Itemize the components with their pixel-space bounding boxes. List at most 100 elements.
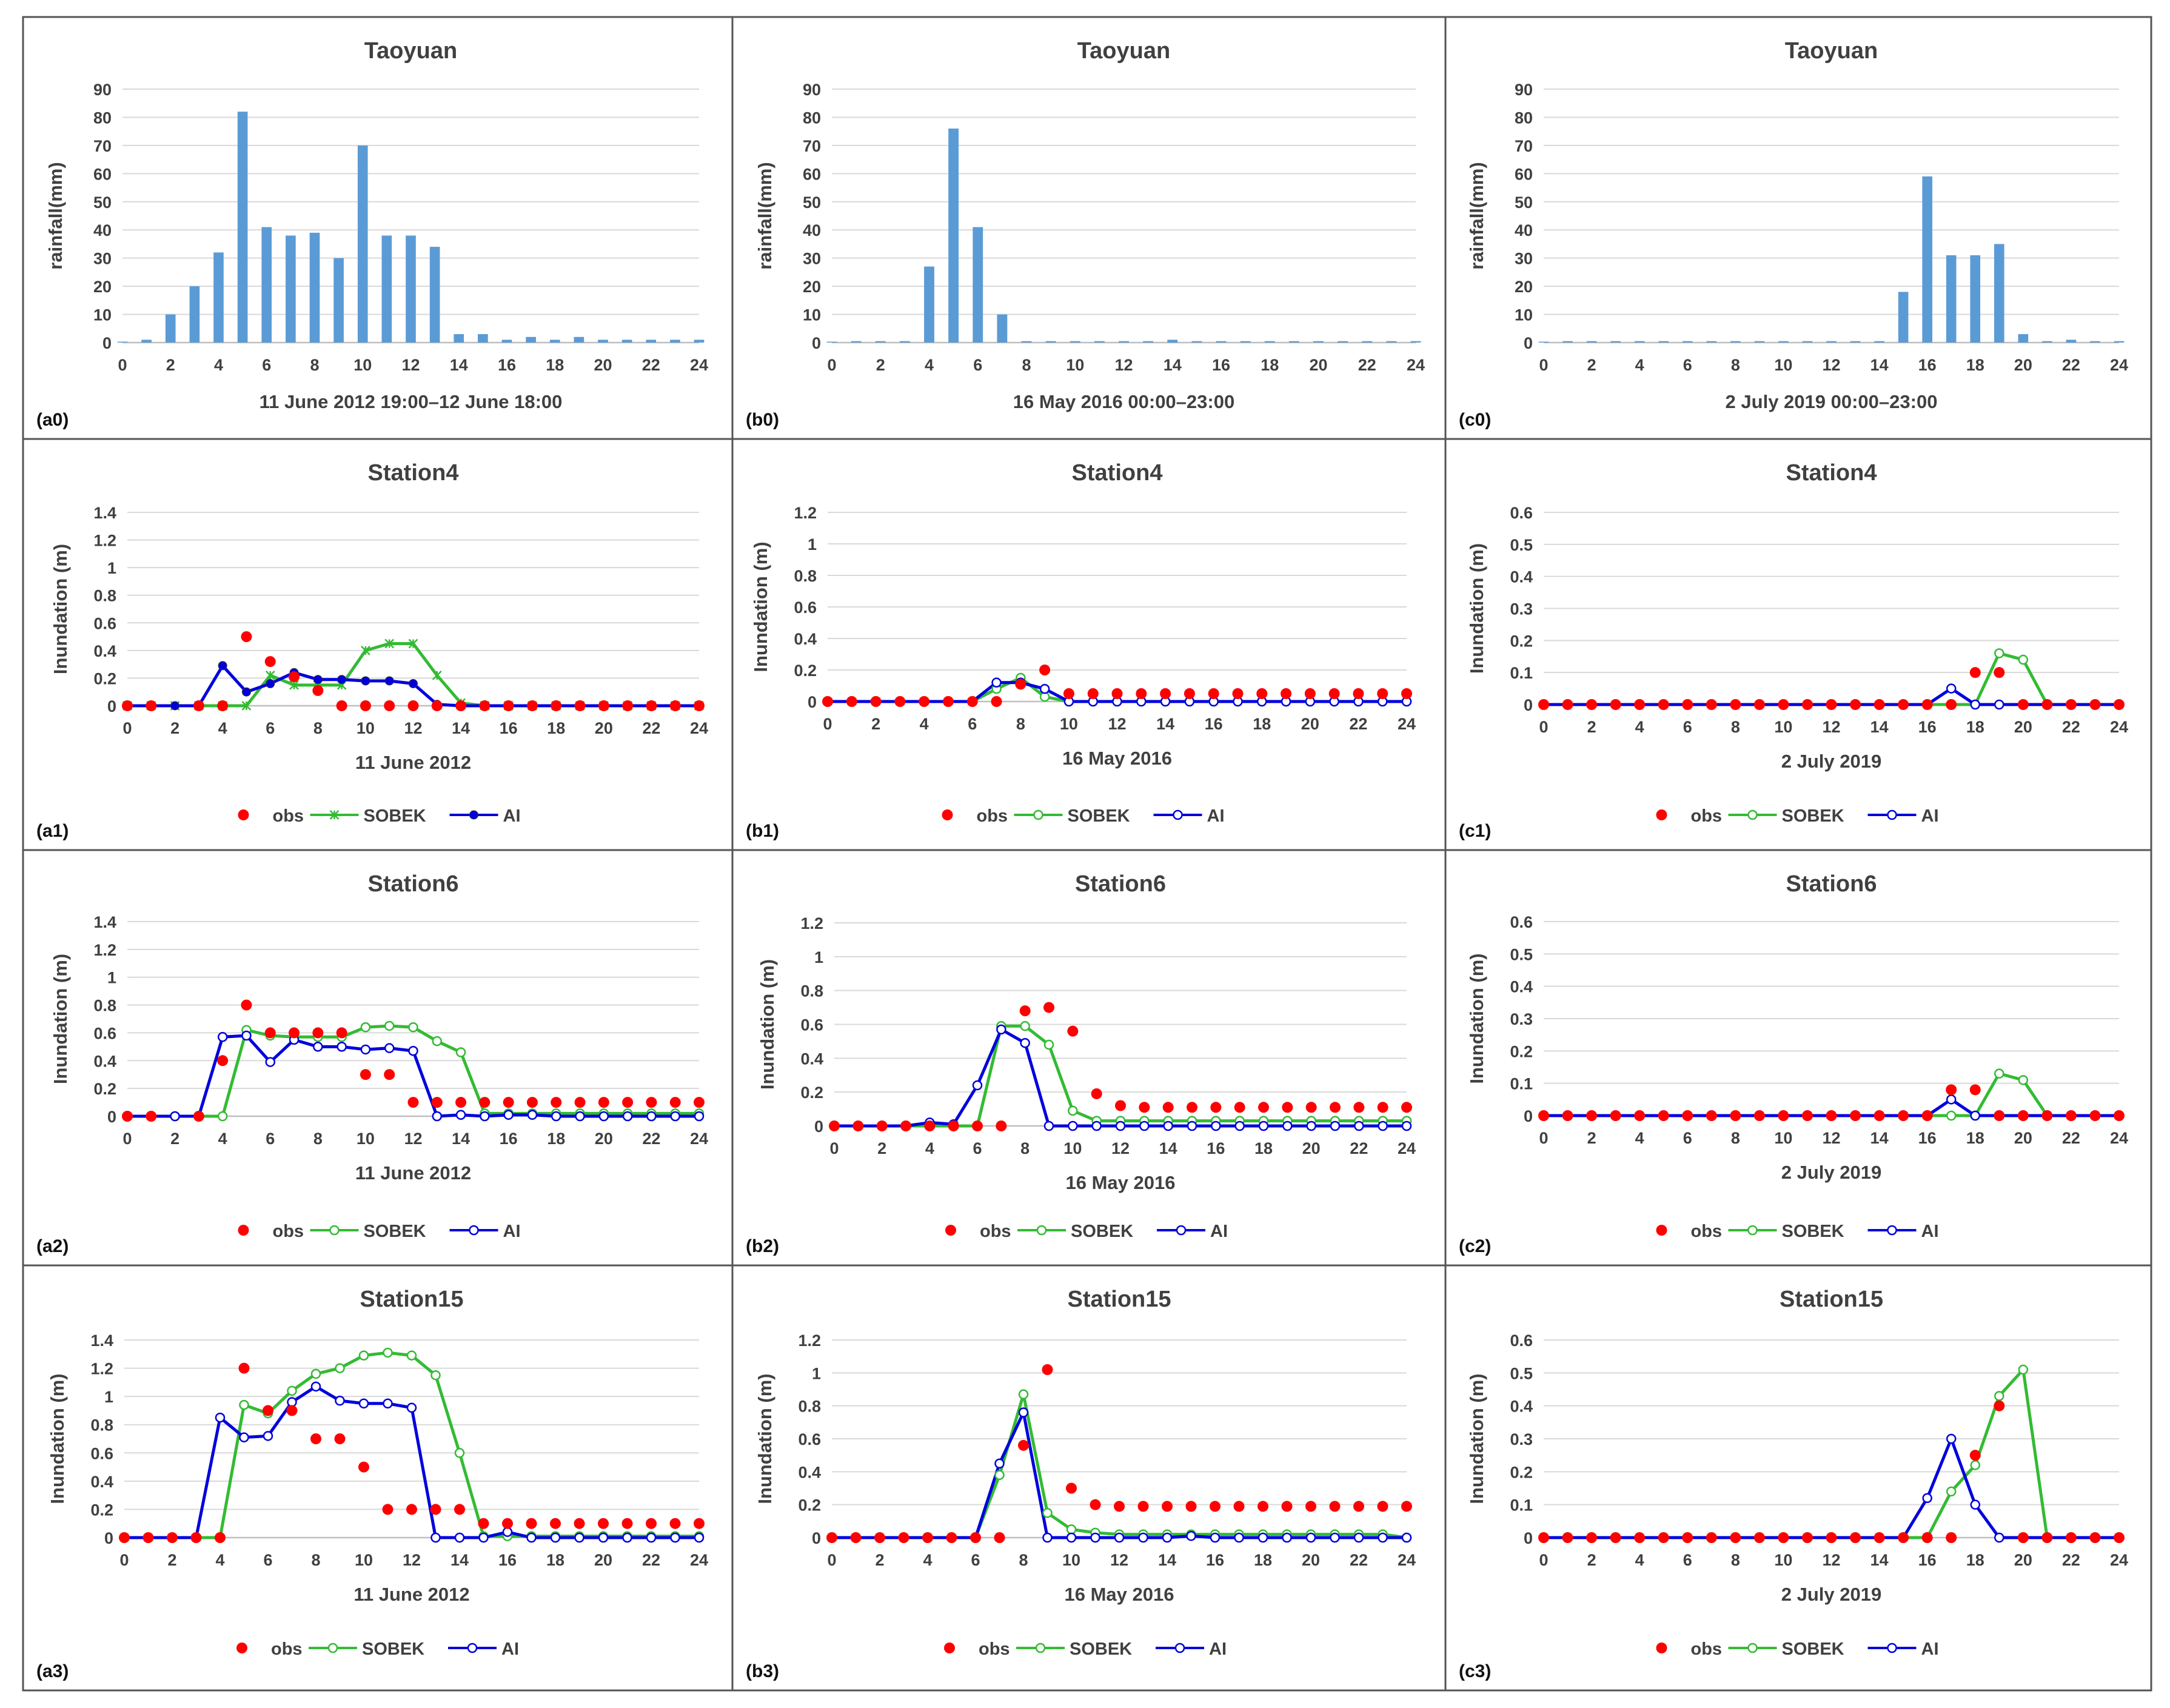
x-tick-label: 24 bbox=[1398, 1551, 1416, 1569]
rain-bar bbox=[1946, 255, 1957, 343]
y-tick-label: 1.2 bbox=[800, 914, 823, 933]
rain-bar bbox=[1898, 292, 1909, 343]
point-obs bbox=[622, 1097, 634, 1108]
x-tick-label: 0 bbox=[827, 356, 836, 374]
y-tick-label: 70 bbox=[1515, 137, 1533, 155]
point-obs bbox=[1042, 1364, 1053, 1375]
point-obs bbox=[2114, 1110, 2125, 1121]
rain-bar bbox=[1610, 341, 1621, 343]
point-obs bbox=[455, 1097, 467, 1108]
point-obs bbox=[502, 1518, 513, 1529]
point-obs bbox=[2089, 1110, 2101, 1121]
legend-label-sobek: SOBEK bbox=[1782, 1222, 1844, 1241]
point-ai bbox=[478, 1532, 489, 1543]
x-axis-title: 11 June 2012 bbox=[355, 1162, 471, 1184]
point-ai bbox=[408, 1045, 418, 1056]
point-ai bbox=[1139, 1120, 1150, 1131]
point-sobek bbox=[1946, 1110, 1957, 1121]
x-tick-label: 14 bbox=[450, 356, 468, 374]
rain-bar bbox=[1778, 341, 1789, 343]
point-obs bbox=[406, 1504, 417, 1515]
x-tick-label: 4 bbox=[1635, 1551, 1644, 1569]
point-obs bbox=[622, 700, 634, 711]
point-obs bbox=[1994, 1110, 2005, 1121]
rain-bar bbox=[1143, 341, 1154, 343]
y-tick-label: 0.5 bbox=[1510, 945, 1533, 963]
panel-label: (a1) bbox=[36, 821, 69, 841]
x-tick-label: 4 bbox=[925, 356, 934, 374]
x-tick-label: 22 bbox=[2062, 1129, 2080, 1147]
x-tick-label: 10 bbox=[1062, 1551, 1080, 1569]
legend: obs SOBEK AI bbox=[942, 806, 1225, 826]
point-obs bbox=[694, 1097, 705, 1108]
y-axis-title: Inundation (m) bbox=[47, 1373, 68, 1504]
x-tick-label: 6 bbox=[266, 1130, 275, 1148]
y-tick-label: 0.8 bbox=[93, 997, 116, 1015]
rain-bar bbox=[1191, 341, 1202, 343]
y-tick-label: 0.6 bbox=[794, 598, 817, 617]
y-tick-label: 0.8 bbox=[93, 587, 116, 605]
x-tick-label: 12 bbox=[1822, 718, 1840, 736]
x-tick-label: 20 bbox=[1301, 715, 1319, 733]
point-ai bbox=[550, 1532, 561, 1543]
x-tick-label: 0 bbox=[1539, 718, 1548, 736]
x-tick-label: 24 bbox=[690, 356, 708, 374]
legend-marker-ai bbox=[1176, 1225, 1187, 1236]
point-ai bbox=[1946, 683, 1957, 694]
point-obs bbox=[1850, 1532, 1861, 1543]
point-obs bbox=[167, 1532, 178, 1543]
y-axis-title: Inundation (m) bbox=[50, 954, 71, 1084]
point-obs bbox=[1304, 688, 1316, 699]
legend: obs SOBEK AI bbox=[945, 1222, 1228, 1241]
y-tick-label: 0.4 bbox=[800, 1050, 823, 1068]
x-tick-label: 12 bbox=[1114, 356, 1133, 374]
point-obs bbox=[646, 1097, 657, 1108]
point-obs bbox=[822, 696, 833, 707]
point-sobek bbox=[1020, 1021, 1030, 1031]
x-tick-label: 10 bbox=[1774, 1551, 1792, 1569]
point-obs bbox=[1753, 1110, 1765, 1121]
point-ai bbox=[1401, 1120, 1412, 1131]
x-tick-label: 24 bbox=[1398, 1139, 1416, 1157]
rain-bar bbox=[1240, 341, 1251, 343]
rain-bar bbox=[1706, 341, 1717, 343]
point-obs bbox=[2017, 699, 2029, 710]
x-tick-label: 2 bbox=[1587, 1129, 1596, 1147]
point-obs bbox=[1898, 699, 1909, 710]
point-sobek bbox=[217, 1111, 228, 1122]
point-obs bbox=[1801, 1110, 1813, 1121]
point-ai bbox=[1234, 1120, 1245, 1131]
point-obs bbox=[1281, 688, 1292, 699]
point-obs bbox=[669, 1518, 681, 1529]
legend-label-sobek: SOBEK bbox=[1068, 806, 1130, 826]
x-tick-label: 24 bbox=[690, 1130, 708, 1148]
x-tick-label: 12 bbox=[1822, 356, 1840, 374]
x-tick-label: 8 bbox=[1019, 1551, 1028, 1569]
point-obs bbox=[1210, 1102, 1222, 1113]
point-obs bbox=[479, 700, 491, 711]
point-obs bbox=[1538, 1110, 1549, 1121]
point-ai bbox=[337, 675, 347, 685]
point-obs bbox=[1682, 1532, 1693, 1543]
x-tick-label: 10 bbox=[1063, 1139, 1082, 1157]
point-obs bbox=[1136, 688, 1147, 699]
legend-label-sobek: SOBEK bbox=[1782, 806, 1844, 826]
point-obs bbox=[122, 1111, 133, 1122]
x-tick-label: 22 bbox=[642, 356, 660, 374]
x-tick-label: 0 bbox=[1539, 1551, 1548, 1569]
panel-label: (c2) bbox=[1459, 1236, 1491, 1256]
y-tick-label: 0.4 bbox=[93, 1052, 116, 1070]
point-ai bbox=[1162, 1532, 1173, 1543]
point-obs bbox=[846, 696, 857, 707]
legend-marker-sobek bbox=[1747, 1225, 1758, 1236]
rain-bar bbox=[1119, 341, 1129, 343]
y-tick-label: 0 bbox=[1524, 1107, 1533, 1125]
rain-bar bbox=[621, 340, 632, 343]
rain-bar bbox=[1802, 341, 1813, 343]
point-obs bbox=[1778, 1532, 1789, 1543]
point-obs bbox=[1067, 1025, 1079, 1037]
x-tick-label: 22 bbox=[642, 1130, 660, 1148]
point-ai bbox=[694, 1532, 705, 1543]
y-tick-label: 0.2 bbox=[1510, 1042, 1533, 1060]
legend: obs SOBEK AI bbox=[238, 1222, 521, 1241]
